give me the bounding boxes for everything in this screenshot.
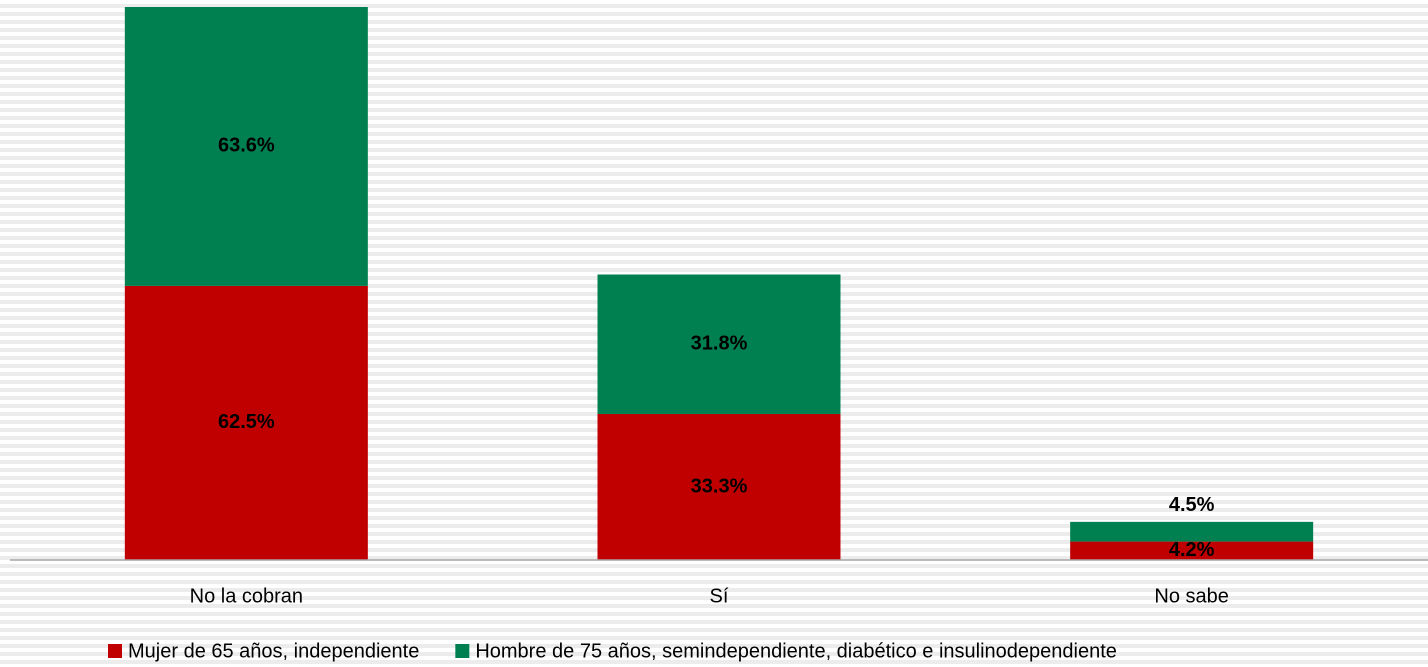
data-label: 31.8% [691, 333, 748, 355]
bar-segment [1070, 521, 1314, 542]
legend-swatch [455, 644, 470, 658]
data-label: 63.6% [218, 135, 275, 157]
data-label: 4.5% [1169, 494, 1215, 516]
bar-segment [597, 274, 841, 414]
legend: Mujer de 65 años, independiente Hombre de… [108, 640, 1117, 662]
legend-label: Hombre de 75 años, semindependiente, dia… [475, 640, 1117, 662]
bar-segment [1070, 541, 1314, 560]
x-tick-label: No sabe [1154, 585, 1229, 607]
x-tick-label: No la cobran [190, 585, 303, 607]
legend-swatch [108, 644, 122, 658]
data-label: 33.3% [691, 475, 748, 497]
data-label: 62.5% [218, 411, 275, 433]
bar-segment [597, 413, 841, 560]
data-label: 4.2% [1169, 539, 1215, 561]
bar-segment [124, 285, 368, 560]
x-tick-label: Sí [710, 585, 729, 607]
bar-segment [124, 7, 368, 286]
legend-label: Mujer de 65 años, independiente [128, 640, 419, 662]
